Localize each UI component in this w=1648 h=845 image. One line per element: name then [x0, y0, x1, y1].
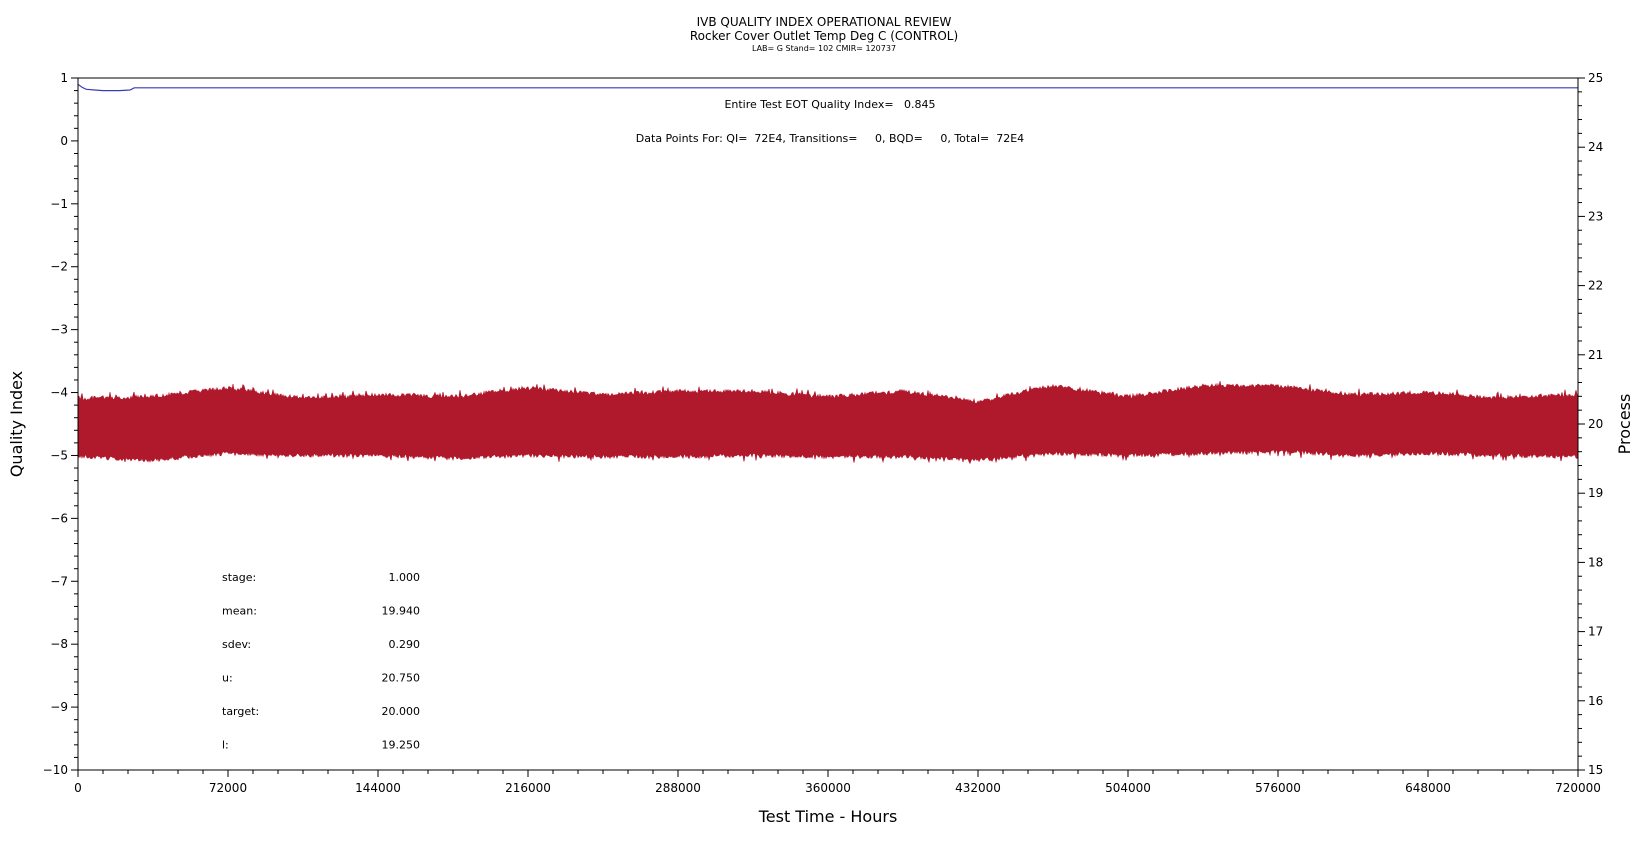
stat-value-1: 19.940: [382, 605, 421, 618]
quality-index-line: [77, 83, 1578, 92]
y2-tick-label-4: 21: [1588, 348, 1603, 362]
x-tick-label-9: 648000: [1405, 781, 1451, 795]
y-tick-label-5: −4: [50, 386, 68, 400]
data-points-note: Data Points For: QI= 72E4, Transitions= …: [636, 132, 1024, 145]
y-tick-label-3: −2: [50, 260, 68, 274]
stat-label-2: sdev:: [222, 638, 251, 651]
y-tick-label-6: −5: [50, 448, 68, 462]
stat-value-3: 20.750: [382, 672, 421, 685]
x-tick-label-4: 288000: [655, 781, 701, 795]
y-tick-label-7: −6: [50, 511, 68, 525]
y-tick-label-11: −10: [43, 763, 68, 777]
y2-tick-label-5: 20: [1588, 417, 1603, 431]
x-tick-label-3: 216000: [505, 781, 551, 795]
x-tick-label-0: 0: [74, 781, 82, 795]
stat-value-0: 1.000: [389, 571, 421, 584]
stat-label-0: stage:: [222, 571, 256, 584]
y2-tick-label-10: 15: [1588, 763, 1603, 777]
y2-tick-label-9: 16: [1588, 694, 1603, 708]
x-tick-label-8: 576000: [1255, 781, 1301, 795]
stat-label-5: l:: [222, 739, 229, 752]
stat-label-3: u:: [222, 672, 233, 685]
y2-axis-label: Process: [1615, 394, 1634, 455]
stat-value-4: 20.000: [382, 705, 421, 718]
process-series-band: [77, 381, 1579, 465]
x-tick-label-10: 720000: [1555, 781, 1601, 795]
y-tick-label-10: −9: [50, 700, 68, 714]
y-axis-label: Quality Index: [7, 371, 26, 477]
x-axis-label: Test Time - Hours: [758, 807, 898, 826]
eot-quality-index-note: Entire Test EOT Quality Index= 0.845: [724, 98, 935, 111]
x-tick-label-1: 72000: [209, 781, 247, 795]
x-tick-label-7: 504000: [1105, 781, 1151, 795]
chart-title: IVB QUALITY INDEX OPERATIONAL REVIEW: [696, 15, 952, 29]
y-tick-label-0: 1: [60, 71, 68, 85]
y2-tick-label-8: 17: [1588, 625, 1603, 639]
y2-tick-label-2: 23: [1588, 209, 1603, 223]
y2-tick-label-6: 19: [1588, 486, 1603, 500]
stat-value-2: 0.290: [389, 638, 421, 651]
y-tick-label-9: −8: [50, 637, 68, 651]
x-tick-label-2: 144000: [355, 781, 401, 795]
stat-label-1: mean:: [222, 605, 257, 618]
x-tick-label-6: 432000: [955, 781, 1001, 795]
stat-label-4: target:: [222, 705, 259, 718]
y2-tick-label-1: 24: [1588, 140, 1603, 154]
y-tick-label-1: 0: [60, 134, 68, 148]
y2-tick-label-0: 25: [1588, 71, 1603, 85]
y2-tick-label-3: 22: [1588, 279, 1603, 293]
y-tick-label-2: −1: [50, 197, 68, 211]
y-tick-label-4: −3: [50, 323, 68, 337]
stat-value-5: 19.250: [382, 739, 421, 752]
x-tick-label-5: 360000: [805, 781, 851, 795]
chart-subtitle: Rocker Cover Outlet Temp Deg C (CONTROL): [689, 29, 959, 43]
y2-tick-label-7: 18: [1588, 555, 1603, 569]
chart-info: LAB= G Stand= 102 CMIR= 120737: [751, 44, 897, 53]
y-tick-label-8: −7: [50, 574, 68, 588]
